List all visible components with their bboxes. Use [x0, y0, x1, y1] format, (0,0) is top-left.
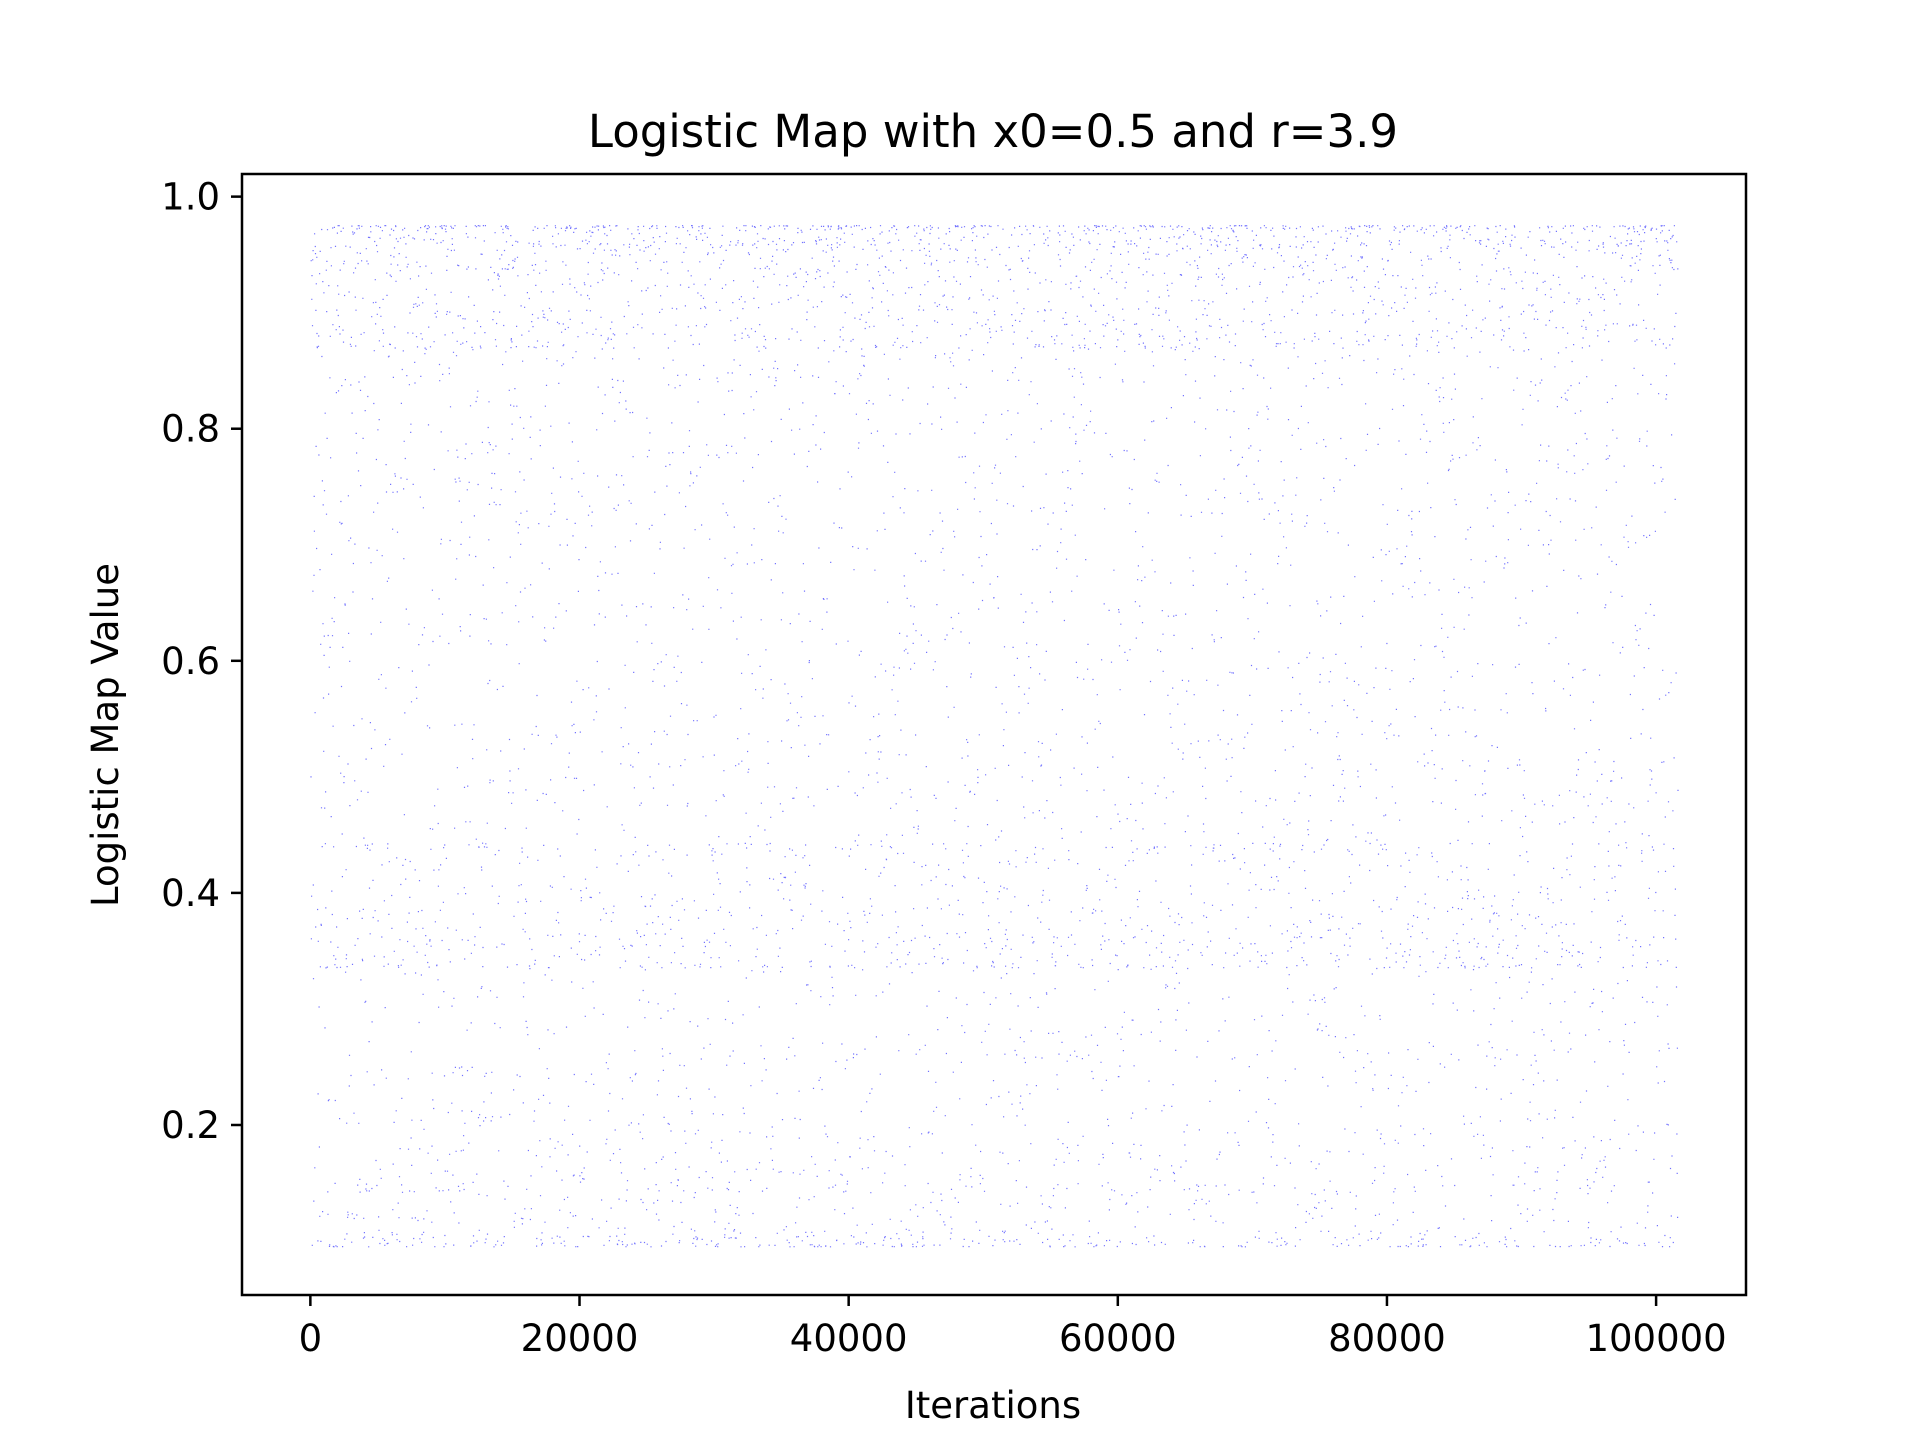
y-axis: 0.2 0.4 0.6 0.8 1.0 [161, 176, 242, 1147]
y-tick-label: 0.2 [161, 1104, 220, 1147]
x-tick-label: 60000 [1059, 1317, 1177, 1360]
plot-frame [240, 172, 1748, 1297]
y-tick-label: 0.8 [161, 408, 220, 451]
x-axis-label: Iterations [905, 1384, 1081, 1427]
y-tick-label: 0.6 [161, 640, 220, 683]
x-tick-label: 40000 [790, 1317, 908, 1360]
x-tick-label: 0 [299, 1317, 323, 1360]
data-points [310, 225, 1679, 1248]
y-tick-label: 0.4 [161, 872, 220, 915]
chart-title: Logistic Map with x0=0.5 and r=3.9 [588, 105, 1398, 158]
x-tick-label: 100000 [1585, 1317, 1726, 1360]
y-tick-label: 1.0 [161, 176, 220, 219]
x-axis: 0 20000 40000 60000 80000 100000 [299, 1295, 1727, 1360]
x-tick-label: 80000 [1328, 1317, 1446, 1360]
y-axis-label: Logistic Map Value [84, 563, 127, 907]
plot-area [242, 174, 1746, 1295]
scatter-point-cloud [310, 225, 1679, 1248]
x-tick-label: 20000 [521, 1317, 639, 1360]
